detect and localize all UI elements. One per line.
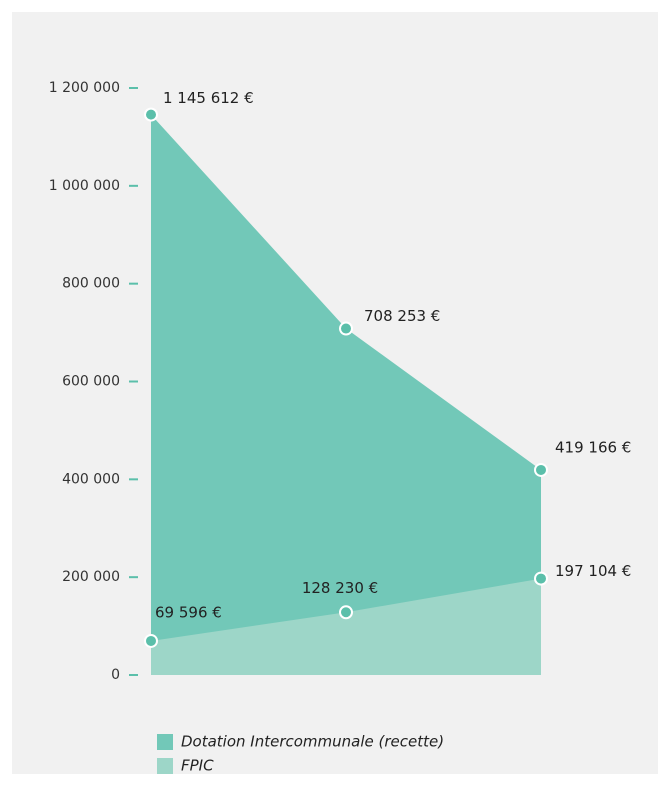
data-label: 128 230 € [302, 579, 378, 597]
data-label: 197 104 € [555, 562, 631, 580]
data-label: 1 145 612 € [163, 89, 254, 107]
data-point [534, 462, 548, 477]
data-point [339, 321, 353, 336]
area [151, 114, 541, 675]
data-label: 708 253 € [364, 307, 440, 325]
legend-label: Dotation Intercommunale (recette) [181, 733, 444, 751]
y-tick-label: 200 000 [62, 569, 120, 585]
legend-swatch [157, 734, 173, 750]
data-point [534, 571, 548, 586]
y-tick-label: 600 000 [62, 374, 120, 390]
legend-swatch [157, 758, 173, 774]
area [151, 578, 541, 675]
legend-label: FPIC [181, 757, 214, 775]
y-tick-label: 1 200 000 [49, 80, 120, 96]
y-tick-label: 800 000 [62, 276, 120, 292]
data-point [339, 605, 353, 620]
data-point [144, 633, 158, 648]
data-label: 69 596 € [155, 603, 222, 621]
y-tick-label: 1 000 000 [49, 178, 120, 194]
y-tick-label: 400 000 [62, 471, 120, 487]
data-label: 419 166 € [555, 438, 631, 456]
data-point [144, 107, 158, 122]
y-tick-label: 0 [111, 667, 120, 683]
